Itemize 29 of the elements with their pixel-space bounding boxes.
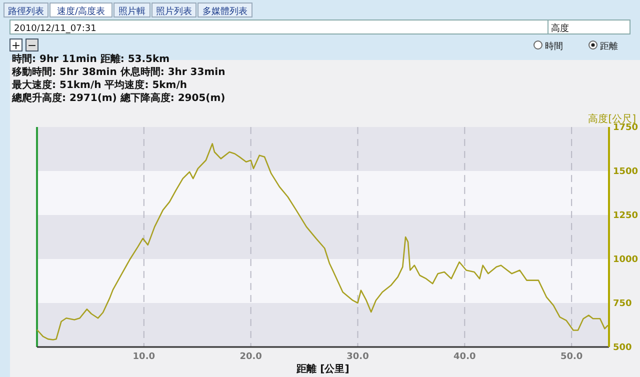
y-tick-label: 1000	[613, 255, 638, 265]
tab: 多媒體列表	[198, 2, 252, 18]
y-tick-label: 750	[613, 299, 632, 309]
tab: 速度/高度表	[50, 2, 112, 18]
radio-button: 距離	[588, 40, 618, 52]
x-tick-label: 20.0	[240, 352, 262, 362]
y-tick-label: 1500	[613, 167, 638, 177]
y-tick-label: 1250	[613, 211, 638, 221]
radio-button: 時間	[534, 40, 563, 52]
y-axis-title: 高度[公尺]	[588, 113, 636, 125]
tab: 照片輯	[114, 2, 150, 18]
x-tick-label: 50.0	[560, 352, 583, 362]
tab: 路徑列表	[4, 2, 48, 18]
x-axis-title: 距離 [公里]	[296, 363, 350, 375]
label: 時間: 9hr 11min 距離: 53.5km	[12, 54, 170, 65]
x-tick-label: 10.0	[132, 352, 156, 362]
label: 高度	[551, 24, 569, 34]
label: 2010/12/11_07:31	[14, 24, 96, 34]
x-tick-label: 40.0	[454, 352, 476, 362]
zoom-button: −	[26, 38, 38, 52]
zoom-button: +	[10, 38, 22, 52]
label: 最大速度: 51km/h 平均速度: 5km/h	[12, 80, 187, 91]
y-tick-label: 500	[613, 343, 632, 353]
line-series	[36, 143, 609, 340]
label: 總爬升高度: 2971(m) 總下降高度: 2905(m)	[12, 93, 226, 104]
label: 移動時間: 5hr 38min 休息時間: 3hr 33min	[12, 67, 226, 78]
y-tick-label: 1750	[613, 123, 638, 133]
x-tick-label: 30.0	[346, 352, 369, 362]
tab: 照片列表	[152, 2, 196, 18]
